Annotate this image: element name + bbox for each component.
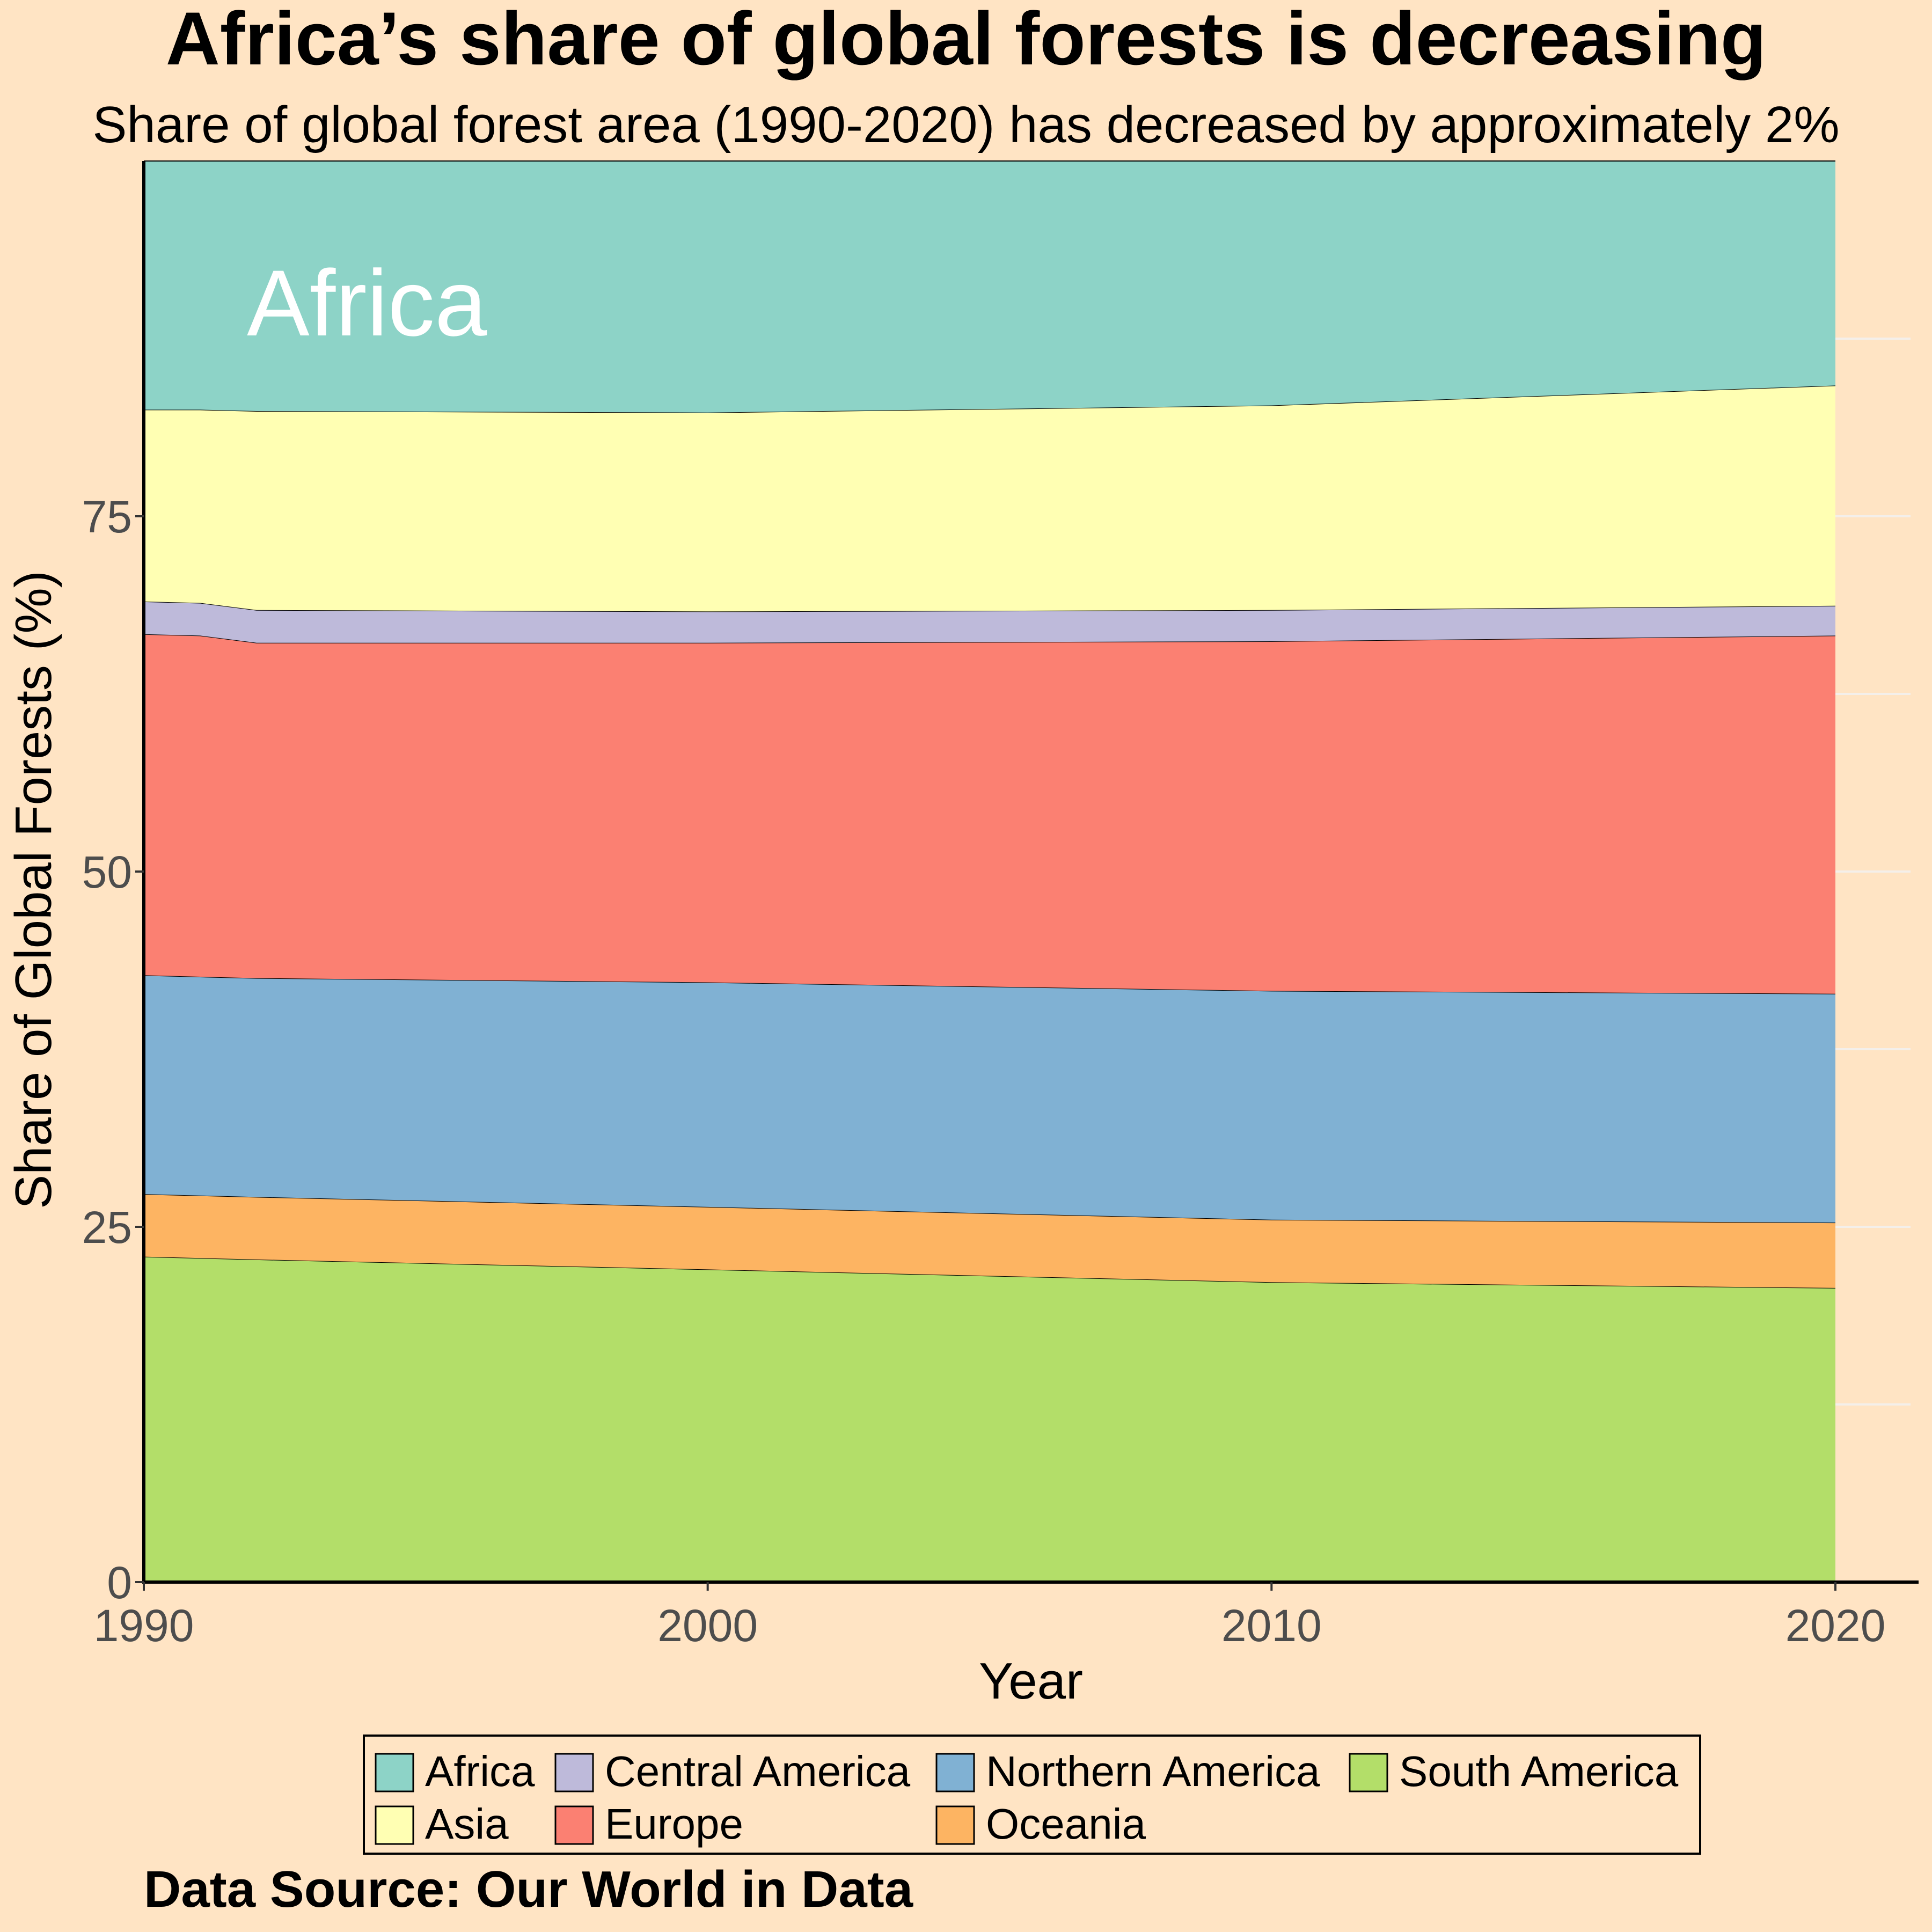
- legend-label-northern-america: Northern America: [986, 1747, 1320, 1795]
- x-tick-label: 2000: [657, 1600, 758, 1651]
- legend: Africa Asia Central America Europe Northern …: [363, 1735, 1701, 1855]
- chart-subtitle: Share of global forest area (1990-2020) …: [92, 96, 1839, 153]
- legend-swatch-central-america: [554, 1753, 594, 1792]
- legend-label-oceania: Oceania: [986, 1800, 1146, 1848]
- x-axis-title: Year: [979, 1652, 1083, 1710]
- area-northern-america: [144, 975, 1835, 1223]
- legend-swatch-oceania: [935, 1805, 975, 1845]
- legend-swatch-africa: [375, 1753, 414, 1792]
- data-source-caption: Data Source: Our World in Data: [144, 1861, 913, 1918]
- y-tick-label: 75: [82, 492, 132, 542]
- legend-swatch-europe: [554, 1805, 594, 1845]
- legend-box: [363, 1735, 1701, 1855]
- x-tick-label: 2010: [1221, 1600, 1322, 1651]
- y-axis-title: Share of Global Forests (%): [5, 570, 62, 1209]
- x-tick-label: 1990: [94, 1600, 194, 1651]
- legend-label-central-america: Central America: [605, 1747, 911, 1795]
- legend-label-africa: Africa: [425, 1747, 535, 1795]
- y-tick-label: 0: [107, 1557, 132, 1608]
- legend-label-south-america: South America: [1399, 1747, 1679, 1795]
- area-south-america: [144, 1256, 1835, 1582]
- y-tick-label: 25: [82, 1202, 132, 1253]
- legend-swatch-south-america: [1349, 1753, 1388, 1792]
- legend-label-europe: Europe: [605, 1800, 743, 1848]
- legend-swatch-northern-america: [935, 1753, 975, 1792]
- x-tick-label: 2020: [1785, 1600, 1886, 1651]
- legend-label-asia: Asia: [425, 1800, 509, 1848]
- y-tick-label: 50: [82, 847, 132, 897]
- chart-title: Africa’s share of global forests is decr…: [166, 0, 1767, 80]
- area-africa: [144, 161, 1835, 413]
- africa-annotation: Africa: [247, 251, 487, 356]
- area-asia: [144, 385, 1835, 612]
- area-oceania: [144, 1194, 1835, 1288]
- axes: 0 25 50 75 1990 2000 2010 2020: [82, 161, 1919, 1651]
- area-central-america: [144, 601, 1835, 643]
- area-europe: [144, 634, 1835, 994]
- legend-swatch-asia: [375, 1805, 414, 1845]
- stacked-areas: [143, 160, 1836, 1582]
